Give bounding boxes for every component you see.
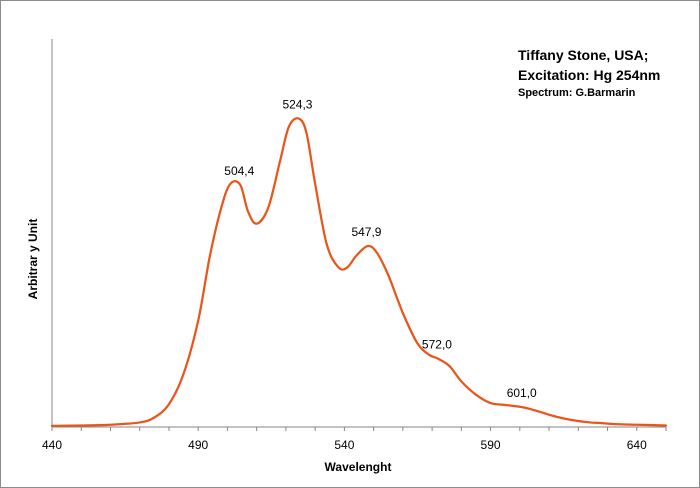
peak-label: 504,4 bbox=[224, 164, 254, 178]
x-axis-title: Wavelenght bbox=[325, 460, 392, 474]
x-tick-label: 440 bbox=[42, 438, 62, 452]
chart-title-line-2: Excitation: Hg 254nm bbox=[518, 67, 661, 83]
chart-title-line-1: Tiffany Stone, USA; bbox=[518, 47, 649, 63]
y-axis-title: Arbitrar y Unit bbox=[26, 219, 40, 300]
peak-label: 601,0 bbox=[507, 386, 537, 400]
series-line bbox=[50, 117, 668, 427]
peak-label: 547,9 bbox=[351, 225, 381, 239]
chart-title-block: Tiffany Stone, USA; Excitation: Hg 254nm… bbox=[518, 45, 660, 101]
axes bbox=[51, 39, 666, 428]
x-tick-label: 590 bbox=[481, 438, 501, 452]
x-tick-label: 540 bbox=[334, 438, 354, 452]
x-axis-ticks: 440 490 540 590 640 bbox=[42, 427, 667, 452]
peak-label: 524,3 bbox=[282, 97, 312, 111]
x-tick-label: 490 bbox=[188, 438, 208, 452]
chart-subtitle: Spectrum: G.Barmarin bbox=[518, 87, 636, 99]
peak-labels: 504,4 524,3 547,9 572,0 601,0 bbox=[224, 97, 537, 400]
series-layer bbox=[50, 117, 668, 427]
peak-label: 572,0 bbox=[422, 338, 452, 352]
x-tick-label: 640 bbox=[627, 438, 647, 452]
